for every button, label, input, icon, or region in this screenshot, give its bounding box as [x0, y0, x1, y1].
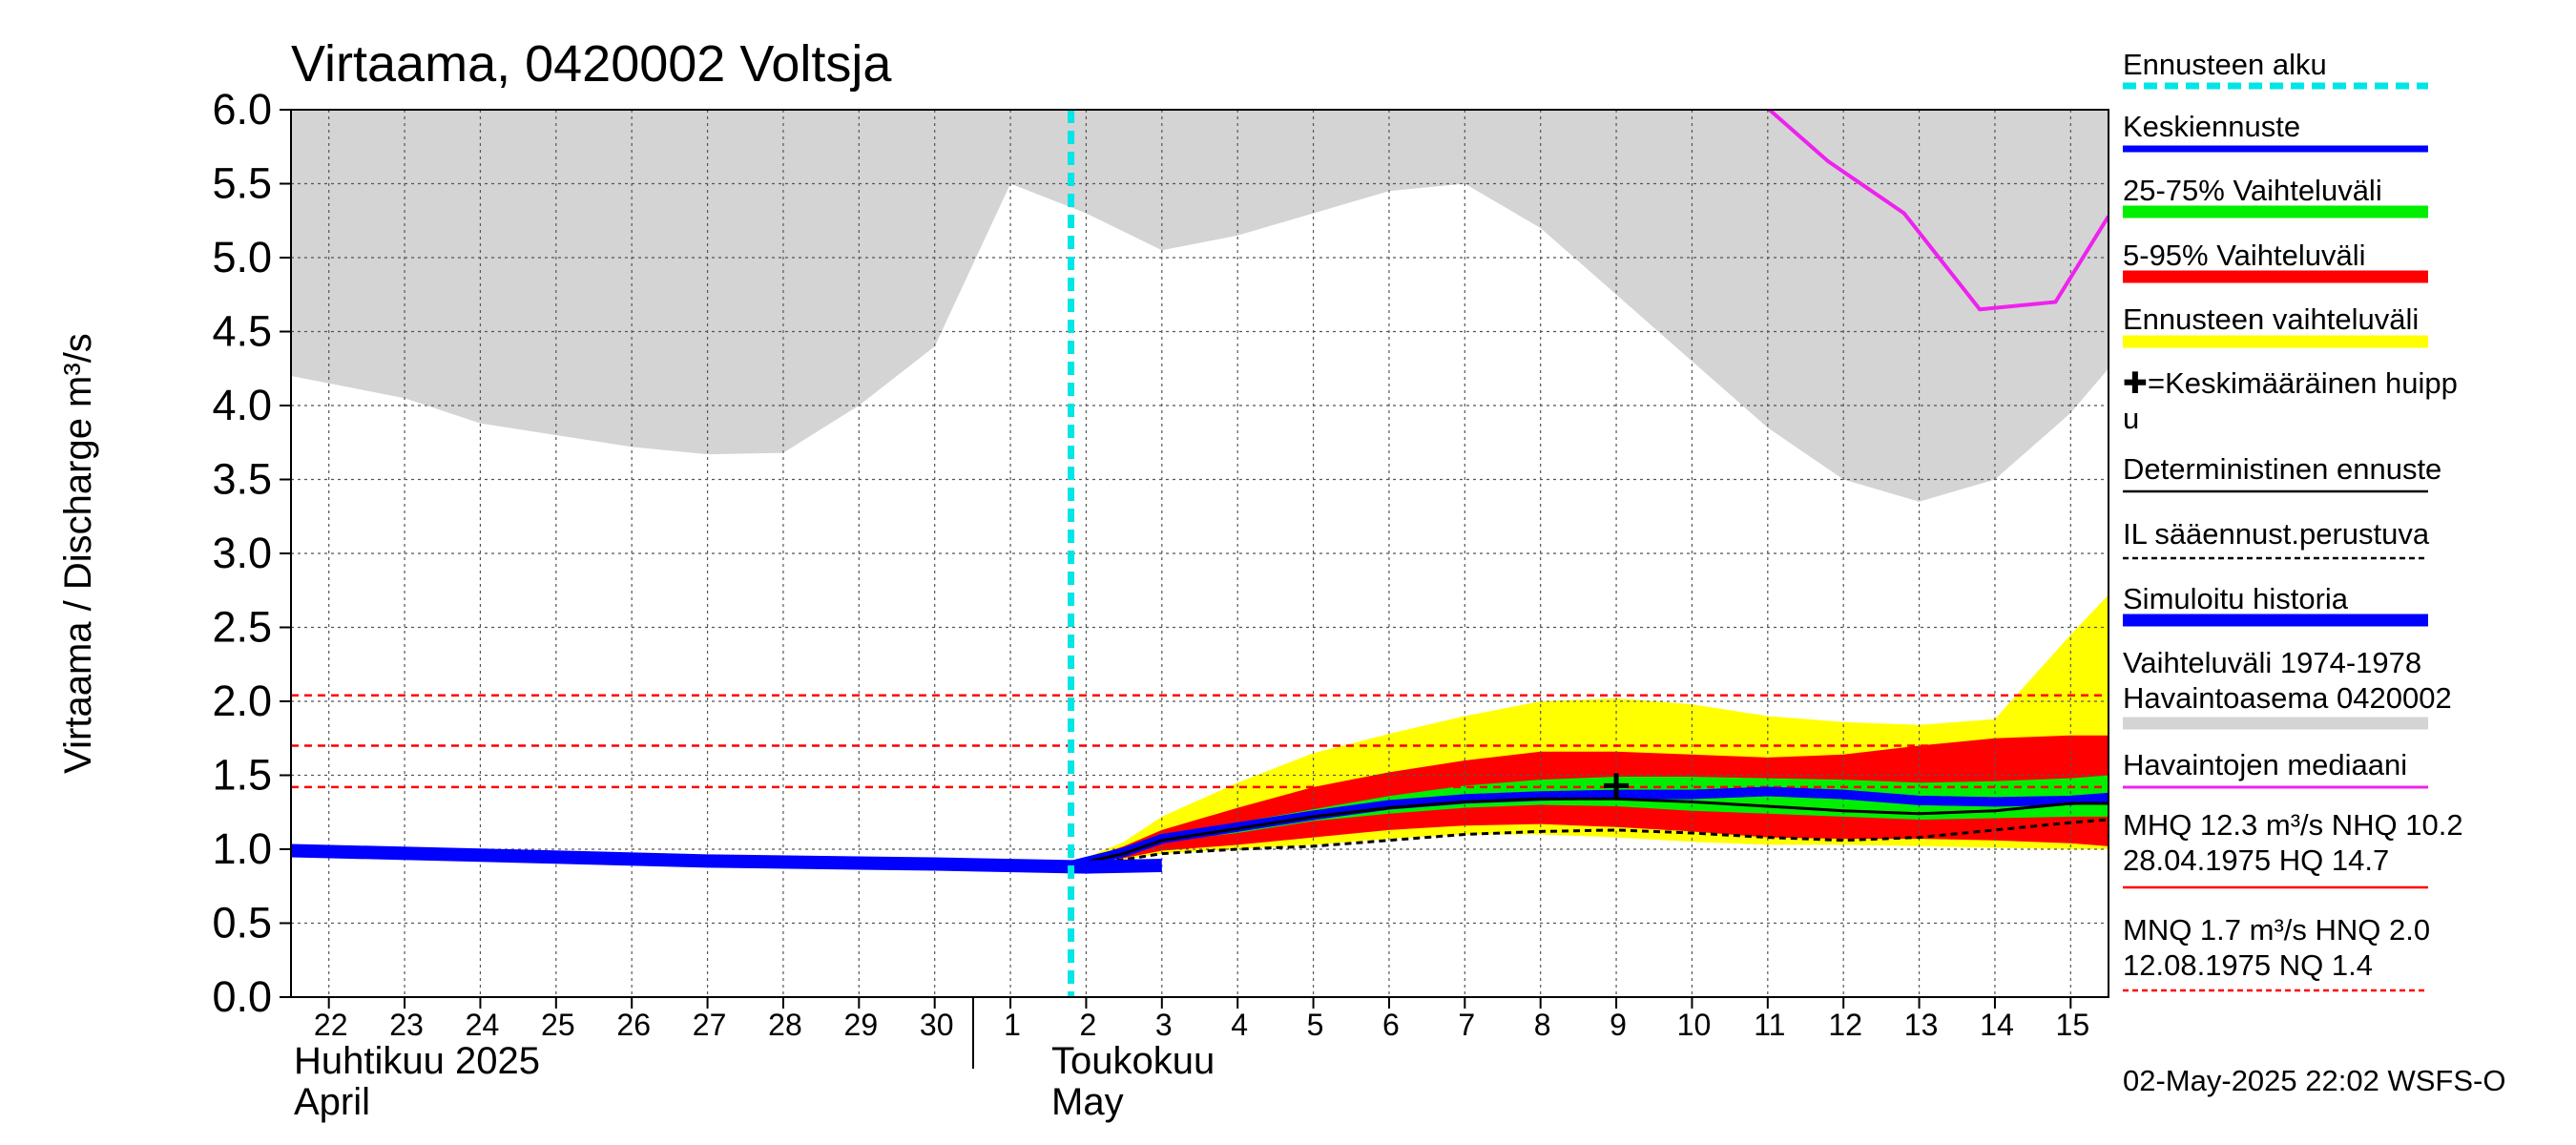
y-tick-label: 3.0: [212, 529, 272, 577]
x-tick-label: 5: [1307, 1008, 1324, 1042]
x-tick-label: 15: [2056, 1008, 2090, 1042]
x-tick-label: 26: [616, 1008, 651, 1042]
x-tick-label: 14: [1980, 1008, 2014, 1042]
x-tick-label: 9: [1610, 1008, 1627, 1042]
legend-label-forecast_start: Ennusteen alku: [2123, 48, 2327, 81]
y-tick-label: 5.0: [212, 233, 272, 281]
x-tick-label: 3: [1155, 1008, 1173, 1042]
y-tick-label: 5.5: [212, 159, 272, 208]
x-tick-label: 4: [1231, 1008, 1248, 1042]
y-tick-label: 1.5: [212, 751, 272, 800]
x-tick-label: 2: [1080, 1008, 1097, 1042]
x-tick-label: 13: [1904, 1008, 1939, 1042]
x-tick-label: 27: [693, 1008, 727, 1042]
deterministic-line: [1070, 797, 2109, 867]
y-tick-label: 4.5: [212, 307, 272, 356]
x-tick-label: 29: [844, 1008, 879, 1042]
legend-label-simulated: Simuloitu historia: [2123, 582, 2349, 615]
bands-layer: [291, 110, 2109, 865]
simulated-history-line: [291, 843, 1162, 874]
y-ticks: 0.0 0.5 1.0 1.5 2.0 2.5 3.0 3.5 4.0 4.5 5.0 5.5 6.0: [212, 85, 291, 1021]
april-label-en: April: [294, 1081, 370, 1123]
legend-label-historical: Vaihteluväli 1974-1978: [2123, 646, 2421, 679]
y-tick-label: 0.5: [212, 899, 272, 947]
y-tick-label: 0.0: [212, 972, 272, 1021]
april-label-fi: Huhtikuu 2025: [294, 1040, 540, 1082]
lines-layer: [291, 110, 2109, 997]
median-line: [1766, 110, 2109, 312]
y-tick-label: 2.5: [212, 603, 272, 652]
timestamp-footer: 02-May-2025 22:02 WSFS-O: [2123, 1064, 2505, 1097]
y-tick-label: 4.0: [212, 381, 272, 429]
legend-label-p5_95: 5-95% Vaihteluväli: [2123, 239, 2365, 272]
y-tick-label: 3.5: [212, 455, 272, 504]
legend-label-il: IL sääennust.perustuva: [2123, 517, 2430, 551]
x-tick-label: 11: [1754, 1008, 1785, 1042]
x-tick-label: 12: [1828, 1008, 1862, 1042]
x-tick-label: 22: [314, 1008, 348, 1042]
grid-layer: [291, 110, 2109, 997]
x-tick-label: 24: [466, 1008, 500, 1042]
y-axis-label: Virtaama / Discharge m³/s: [57, 333, 99, 774]
y-tick-label: 1.0: [212, 824, 272, 873]
legend-label-mnq: MNQ 1.7 m³/s HNQ 2.0: [2123, 913, 2430, 947]
x-tick-label: 30: [920, 1008, 954, 1042]
legend-label2-mhq: 28.04.1975 HQ 14.7: [2123, 843, 2389, 877]
mean-peak-marker: [1604, 773, 1630, 799]
legend: Ennusteen alku Keskiennuste 25-75% Vaihtel…: [2123, 48, 2463, 992]
legend-label-peak: ✚=Keskimääräinen huipp: [2123, 366, 2458, 400]
legend-label2-mnq: 12.08.1975 NQ 1.4: [2123, 948, 2373, 982]
may-label-fi: Toukokuu: [1051, 1040, 1215, 1082]
x-tick-label: 23: [389, 1008, 424, 1042]
y-tick-label: 6.0: [212, 85, 272, 134]
legend-label-p25_75: 25-75% Vaihteluväli: [2123, 174, 2382, 207]
historical-range-band: [291, 110, 2109, 502]
chart-title: Virtaama, 0420002 Voltsja: [291, 35, 892, 93]
x-tick-label: 6: [1382, 1008, 1400, 1042]
legend-label-mean: Keskiennuste: [2123, 110, 2300, 143]
x-tick-label: 8: [1534, 1008, 1551, 1042]
legend-label-mhq: MHQ 12.3 m³/s NHQ 10.2: [2123, 808, 2463, 842]
x-tick-label: 25: [541, 1008, 575, 1042]
may-label-en: May: [1051, 1081, 1124, 1123]
x-tick-label: 1: [1004, 1008, 1021, 1042]
il-forecast-line: [1070, 818, 2109, 867]
x-tick-label: 7: [1458, 1008, 1475, 1042]
legend-label-median: Havaintojen mediaani: [2123, 748, 2407, 781]
x-tick-label: 28: [768, 1008, 802, 1042]
legend-label-range: Ennusteen vaihteluväli: [2123, 302, 2419, 336]
y-tick-label: 2.0: [212, 677, 272, 725]
x-tick-label: 10: [1677, 1008, 1712, 1042]
legend-label2-historical: Havaintoasema 0420002: [2123, 681, 2452, 715]
x-ticks: 22 23 24 25 26 27 28 29 30 1 2 3 4 5 6 7 8 9 10 11 12 13 14 15: [314, 997, 2089, 1042]
mean-forecast-line: [1070, 786, 2109, 870]
legend-label-deterministic: Deterministinen ennuste: [2123, 452, 2441, 486]
legend-label2-peak: u: [2123, 402, 2139, 435]
